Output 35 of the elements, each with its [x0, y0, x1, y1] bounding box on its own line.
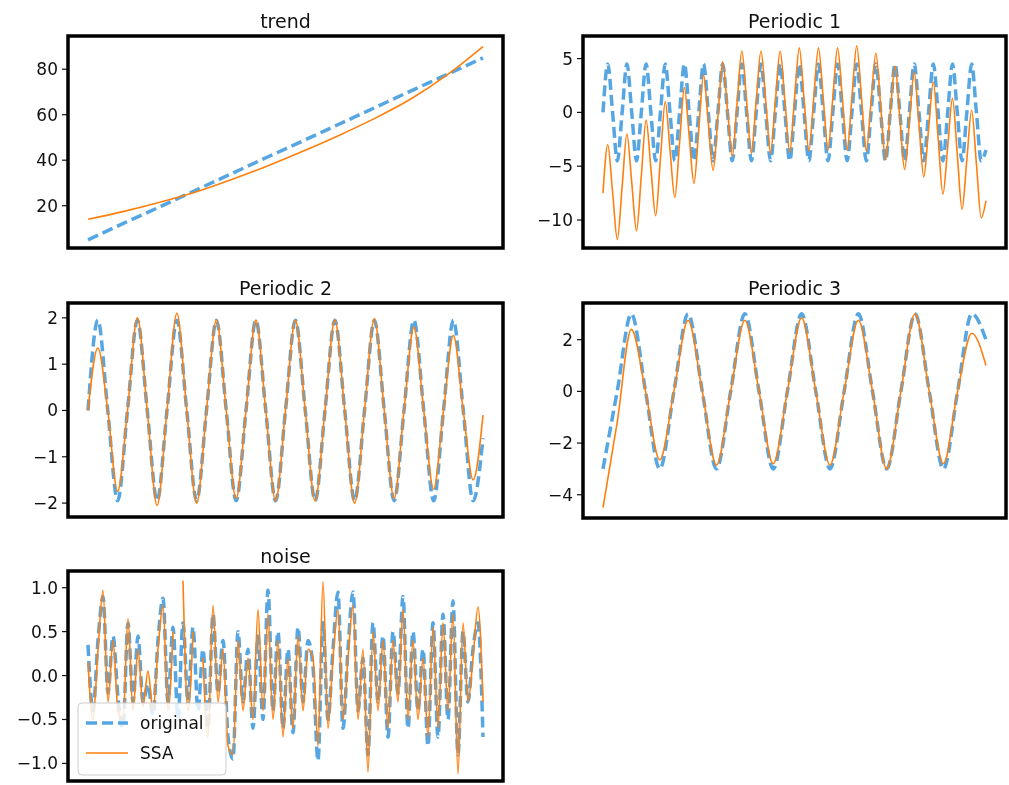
y-tick-label: 20 — [36, 195, 58, 216]
y-tick-label: −0.5 — [16, 709, 58, 730]
y-tick-label: −4 — [547, 484, 573, 505]
legend-label: original — [140, 713, 204, 733]
line-series — [601, 312, 988, 471]
y-tick-label: 40 — [36, 150, 58, 171]
chart-title: Periodic 1 — [747, 10, 842, 32]
line-series — [87, 45, 484, 221]
chart-title: trend — [260, 10, 311, 32]
y-tick-label: −2 — [32, 493, 58, 514]
y-tick-label: 2 — [562, 329, 573, 350]
y-tick-label: 0.5 — [30, 621, 58, 642]
y-tick-label: 1.0 — [30, 577, 58, 598]
chart-title: Periodic 2 — [238, 277, 333, 299]
y-tick-label: 0 — [562, 102, 573, 123]
y-tick-label: −2 — [547, 433, 573, 454]
y-tick-label: 2 — [47, 307, 58, 328]
chart-title: Periodic 3 — [747, 277, 842, 299]
y-tick-label: 0 — [562, 381, 573, 402]
chart-title: noise — [260, 545, 311, 567]
legend-label: SSA — [140, 743, 174, 763]
y-tick-label: −1.0 — [16, 753, 58, 774]
y-tick-label: −1 — [32, 446, 58, 467]
line-series — [601, 62, 988, 163]
y-tick-label: 80 — [36, 59, 58, 80]
line-series — [602, 44, 987, 241]
y-tick-label: 0.0 — [30, 665, 58, 686]
y-tick-label: 5 — [562, 48, 573, 69]
y-tick-label: −10 — [537, 209, 573, 230]
line-series — [86, 56, 485, 242]
y-tick-label: −5 — [547, 156, 573, 177]
line-series — [602, 313, 987, 509]
y-tick-label: 60 — [36, 104, 58, 125]
y-tick-label: 0 — [47, 400, 58, 421]
y-tick-label: 1 — [47, 354, 58, 375]
